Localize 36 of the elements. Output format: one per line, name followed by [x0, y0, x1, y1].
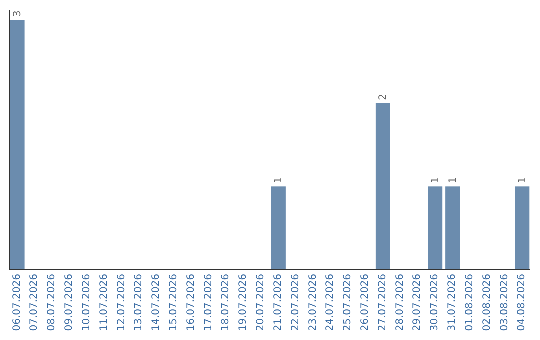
x-tick-label: 27.07.2026: [377, 274, 388, 332]
x-tick-label: 07.07.2026: [29, 274, 40, 332]
x-tick-label: 04.08.2026: [516, 274, 528, 332]
x-tick-label: 09.07.2026: [64, 274, 76, 332]
x-tick-label: 29.07.2026: [412, 274, 424, 332]
x-tick-label: 14.07.2026: [151, 274, 162, 332]
x-tick-label: 03.08.2026: [499, 274, 510, 332]
x-tick-label: 21.07.2026: [272, 274, 284, 332]
x-tick-label: 10.07.2026: [81, 274, 92, 332]
x-tick-label: 16.07.2026: [186, 274, 197, 332]
data-label: 1: [274, 177, 285, 184]
x-tick-label: 15.07.2026: [168, 274, 180, 332]
data-label: 3: [12, 10, 24, 17]
x-tick-label: 17.07.2026: [203, 274, 214, 332]
x-tick-label: 11.07.2026: [98, 274, 110, 332]
x-tick-label: 06.07.2026: [12, 274, 23, 332]
data-label: 1: [448, 177, 459, 184]
data-label: 2: [378, 94, 390, 100]
x-tick-label: 13.07.2026: [134, 274, 145, 332]
x-tick-label: 01.08.2026: [464, 274, 476, 332]
x-tick-label: 12.07.2026: [116, 274, 128, 332]
data-label: 1: [517, 177, 528, 184]
x-tick-label: 23.07.2026: [308, 274, 319, 332]
x-tick-label: 18.07.2026: [220, 274, 232, 332]
x-tick-label: 08.07.2026: [46, 274, 58, 332]
data-label: 1: [430, 177, 442, 184]
x-tick-label: 31.07.2026: [447, 274, 458, 332]
x-tick-label: 28.07.2026: [394, 274, 406, 332]
x-tick-label: 02.08.2026: [482, 274, 493, 332]
x-tick-label: 19.07.2026: [238, 274, 250, 332]
x-tick-label: 22.07.2026: [290, 274, 302, 332]
x-tick-label: 25.07.2026: [342, 274, 354, 332]
x-tick-label: 26.07.2026: [360, 274, 371, 332]
x-tick-label: 24.07.2026: [325, 274, 336, 332]
x-tick-label: 30.07.2026: [430, 274, 441, 332]
x-tick-label: 20.07.2026: [256, 274, 267, 332]
